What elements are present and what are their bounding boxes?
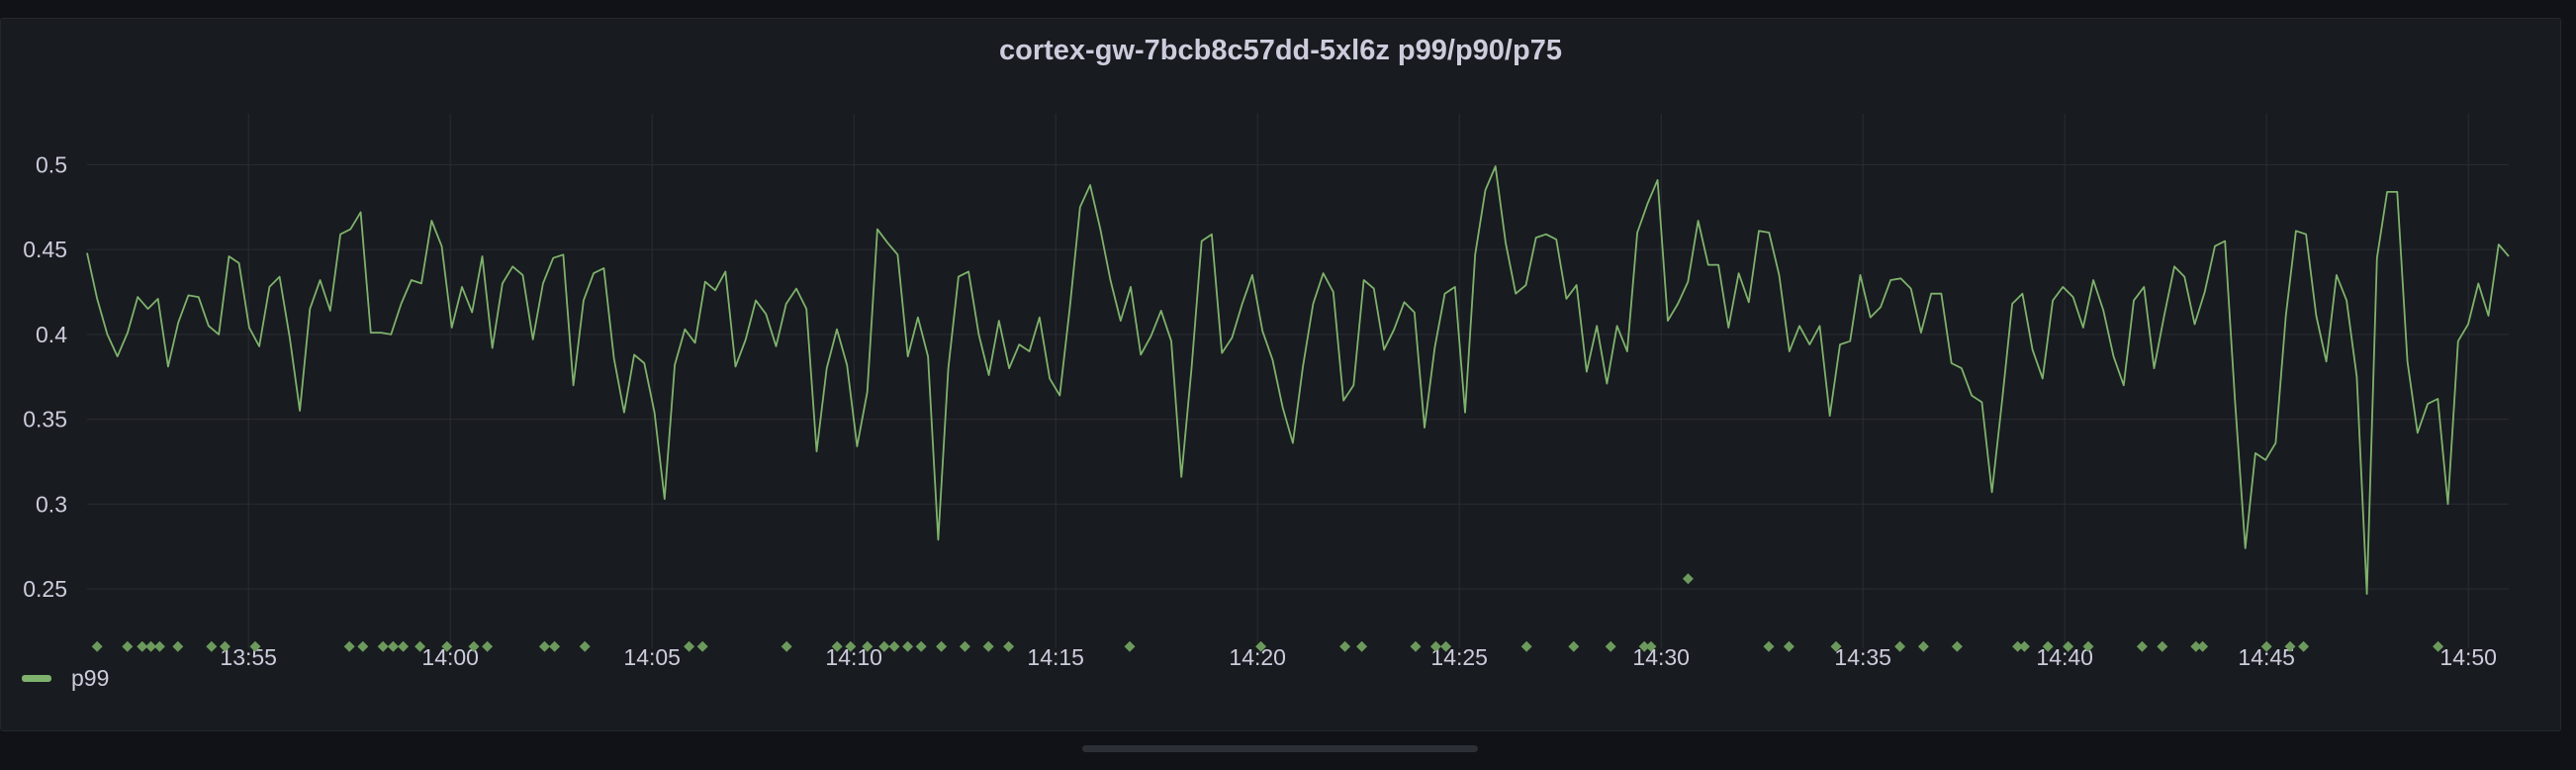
- annotation-marker-20[interactable]: [579, 640, 591, 652]
- annotation-marker-8[interactable]: [249, 640, 261, 652]
- annotation-marker-59[interactable]: [2157, 640, 2168, 652]
- annotation-marker-63[interactable]: [2284, 640, 2296, 652]
- annotation-marker-35[interactable]: [1124, 640, 1136, 652]
- legend-label-p99[interactable]: p99: [71, 665, 110, 691]
- annotation-marker-49[interactable]: [1830, 640, 1842, 652]
- x-tick-label-6: 14:25: [1430, 644, 1488, 670]
- annotation-marker-45[interactable]: [1638, 640, 1650, 652]
- y-tick-label-3: 0.4: [36, 322, 67, 347]
- annotation-marker-32[interactable]: [959, 640, 970, 652]
- grid: [87, 114, 2509, 648]
- annotation-marker-48[interactable]: [1783, 640, 1794, 652]
- legend-swatch-p99[interactable]: [22, 675, 51, 682]
- annotation-marker-6[interactable]: [206, 640, 218, 652]
- horizontal-scrollbar[interactable]: [1082, 745, 1478, 752]
- annotation-marker-62[interactable]: [2260, 640, 2272, 652]
- annotation-marker-21[interactable]: [684, 640, 695, 652]
- annotation-marker-11[interactable]: [377, 640, 389, 652]
- annotation-marker-24[interactable]: [831, 640, 843, 652]
- annotation-marker-47[interactable]: [1763, 640, 1775, 652]
- annotation-marker-26[interactable]: [862, 640, 874, 652]
- y-tick-label-2: 0.35: [23, 407, 67, 433]
- annotation-marker-15[interactable]: [441, 640, 453, 652]
- annotation-marker-17[interactable]: [482, 640, 494, 652]
- annotation-marker-3[interactable]: [145, 640, 157, 652]
- annotation-marker-40[interactable]: [1429, 640, 1441, 652]
- annotation-marker-51[interactable]: [1917, 640, 1929, 652]
- annotation-marker-60[interactable]: [2190, 640, 2202, 652]
- annotation-marker-33[interactable]: [982, 640, 994, 652]
- annotation-marker-53[interactable]: [2012, 640, 2024, 652]
- annotation-marker-13[interactable]: [398, 640, 410, 652]
- annotation-marker-22[interactable]: [696, 640, 708, 652]
- annotation-marker-46[interactable]: [1645, 640, 1657, 652]
- annotation-marker-extra-0[interactable]: [1682, 573, 1694, 585]
- annotation-marker-12[interactable]: [387, 640, 399, 652]
- annotation-marker-2[interactable]: [137, 640, 148, 652]
- series-line-p99[interactable]: [86, 165, 2510, 595]
- annotation-marker-18[interactable]: [538, 640, 550, 652]
- y-tick-label-1: 0.3: [36, 491, 67, 517]
- annotation-marker-14[interactable]: [414, 640, 426, 652]
- annotation-marker-56[interactable]: [2063, 640, 2074, 652]
- annotation-marker-23[interactable]: [781, 640, 792, 652]
- y-tick-label-4: 0.45: [23, 237, 67, 262]
- x-tick-label-0: 13:55: [220, 644, 277, 670]
- annotation-marker-29[interactable]: [902, 640, 914, 652]
- annotation-marker-16[interactable]: [468, 640, 480, 652]
- annotation-marker-7[interactable]: [219, 640, 230, 652]
- annotation-marker-37[interactable]: [1339, 640, 1351, 652]
- annotation-markers: [91, 573, 2444, 652]
- annotation-marker-5[interactable]: [172, 640, 184, 652]
- annotation-marker-31[interactable]: [936, 640, 948, 652]
- annotation-marker-34[interactable]: [1003, 640, 1015, 652]
- chart-panel: cortex-gw-7bcb8c57dd-5xl6z p99/p90/p75: [0, 18, 2561, 731]
- annotation-marker-54[interactable]: [2018, 640, 2030, 652]
- annotation-marker-4[interactable]: [153, 640, 165, 652]
- y-tick-label-5: 0.5: [36, 151, 67, 177]
- annotation-marker-28[interactable]: [888, 640, 900, 652]
- annotation-marker-9[interactable]: [343, 640, 355, 652]
- annotation-marker-30[interactable]: [915, 640, 927, 652]
- annotation-marker-58[interactable]: [2136, 640, 2148, 652]
- annotation-marker-43[interactable]: [1568, 640, 1580, 652]
- y-tick-label-0: 0.25: [23, 576, 67, 602]
- annotation-marker-1[interactable]: [122, 640, 134, 652]
- annotation-marker-55[interactable]: [2042, 640, 2054, 652]
- annotation-marker-10[interactable]: [357, 640, 369, 652]
- annotation-marker-0[interactable]: [91, 640, 103, 652]
- x-tick-label-2: 14:05: [623, 644, 681, 670]
- x-tick-label-11: 14:50: [2439, 644, 2497, 670]
- annotation-marker-25[interactable]: [845, 640, 857, 652]
- x-tick-label-4: 14:15: [1027, 644, 1084, 670]
- annotation-marker-65[interactable]: [2433, 640, 2444, 652]
- annotation-marker-57[interactable]: [2082, 640, 2094, 652]
- annotation-marker-38[interactable]: [1356, 640, 1368, 652]
- y-axis: 0.25 0.3 0.35 0.4 0.45 0.5: [23, 151, 67, 602]
- annotation-marker-27[interactable]: [878, 640, 890, 652]
- x-axis: 13:55 14:00 14:05 14:10 14:15 14:20 14:25 14:30…: [220, 644, 2497, 670]
- legend: p99: [22, 665, 109, 692]
- panel-title: cortex-gw-7bcb8c57dd-5xl6z p99/p90/p75: [999, 35, 1562, 66]
- annotation-marker-42[interactable]: [1520, 640, 1532, 652]
- annotation-marker-41[interactable]: [1440, 640, 1452, 652]
- annotation-marker-19[interactable]: [549, 640, 561, 652]
- annotation-marker-36[interactable]: [1255, 640, 1267, 652]
- x-tick-label-8: 14:35: [1834, 644, 1891, 670]
- annotation-marker-39[interactable]: [1410, 640, 1422, 652]
- annotation-marker-64[interactable]: [2298, 640, 2310, 652]
- annotation-marker-50[interactable]: [1894, 640, 1906, 652]
- annotation-marker-61[interactable]: [2197, 640, 2209, 652]
- annotation-marker-52[interactable]: [1951, 640, 1963, 652]
- series-lines: [86, 165, 2510, 595]
- annotation-marker-44[interactable]: [1605, 640, 1616, 652]
